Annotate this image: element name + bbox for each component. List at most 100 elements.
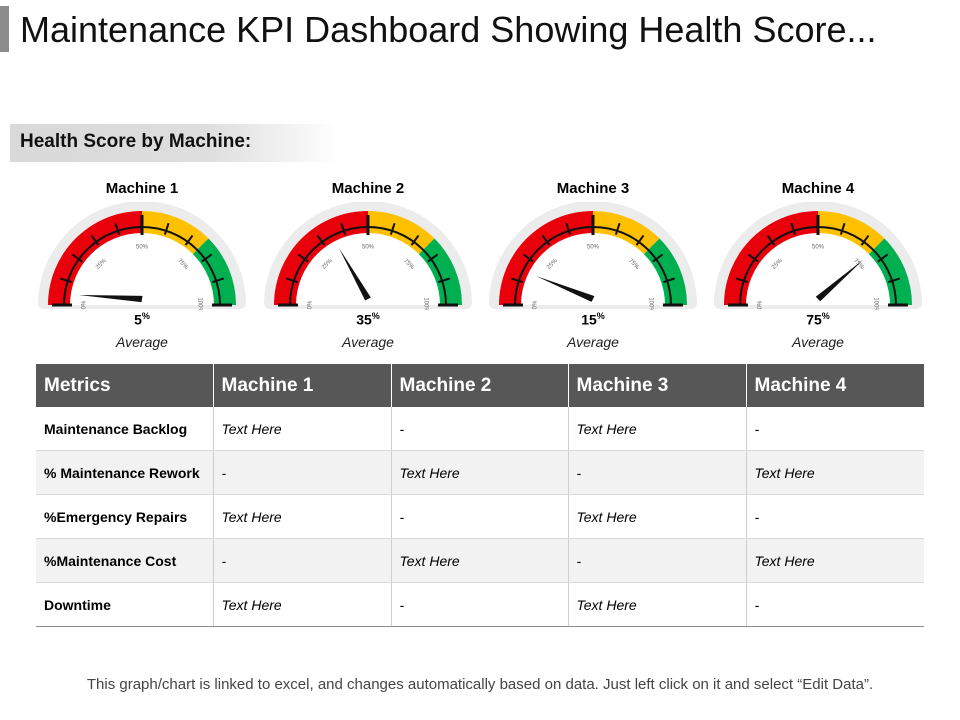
gauge-tick-label: 0% [308,300,314,309]
metric-name-cell: %Emergency Repairs [36,494,214,539]
gauge-tick-label: 100% [422,297,428,310]
gauge-label: Machine 4 [781,180,855,197]
gauge-tick [839,222,846,235]
table-header-row: Metrics Machine 1 Machine 2 Machine 3 Ma… [36,364,924,407]
table-row: Downtime Text Here - Text Here - [36,582,924,627]
gauge-caption: Average [342,334,394,350]
table-cell: Text Here [213,407,392,451]
gauge-tick [114,222,121,235]
section-header-band [10,124,340,162]
gauge-face [521,233,665,305]
gauge-value: 15% [581,311,605,328]
gauge-machine-4: Machine 4 0% 25% 50% 75% 100% 75% Average [712,176,924,356]
gauge-tick [316,234,326,246]
table-cell: Text Here [746,450,924,495]
metrics-table: Metrics Machine 1 Machine 2 Machine 3 Ma… [36,364,924,627]
gauge-tick [163,222,170,235]
gauge-tick [297,253,309,263]
metric-name-cell: % Maintenance Rework [36,450,214,495]
gauge-tick-label: 100% [872,297,878,310]
table-cell: Text Here [213,494,392,539]
gauge-tick [860,234,870,246]
table-cell: - [391,494,569,539]
gauge-tick [663,277,676,284]
column-header-machine-3: Machine 3 [568,364,747,407]
table-row: %Maintenance Cost - Text Here - Text Her… [36,538,924,583]
metric-name-cell: Maintenance Backlog [36,407,214,451]
gauge-tick [184,234,194,246]
column-header-machine-2: Machine 2 [391,364,569,407]
title-accent-bar [0,6,9,52]
gauge-dial: 0%25%50%75%100% [714,202,922,310]
gauge-tick [510,277,523,284]
footer-note: This graph/chart is linked to excel, and… [86,676,874,693]
table-cell: Text Here [568,582,747,627]
gauge-tick [747,253,759,263]
gauge-needle [815,259,864,302]
gauge-dial: 0%25%50%75%100% [264,202,472,310]
gauge-tick-label: 50% [812,245,825,251]
gauge-tick [735,277,748,284]
table-cell: Text Here [746,538,924,583]
gauge-tick [635,234,645,246]
gauge-value: 75% [806,311,830,328]
gauge-tick-label: 0% [533,300,539,309]
gauge-tick-label: 0% [82,300,88,309]
table-cell: Text Here [568,494,747,539]
metric-name-cell: %Maintenance Cost [36,538,214,583]
gauge-tick-label: 0% [758,300,764,309]
gauge-tick-label: 100% [196,297,202,310]
gauge-tick [565,222,572,235]
gauge-tick [438,277,451,284]
gauge-label: Machine 1 [105,180,179,197]
table-row: % Maintenance Rework - Text Here - Text … [36,450,924,495]
gauge-face [70,233,214,305]
table-cell: - [746,582,924,627]
gauge-value: 5% [134,311,150,328]
table-cell: - [746,494,924,539]
gauge-tick [766,234,776,246]
table-cell: - [568,538,747,583]
gauge-tick [790,222,797,235]
gauge-label: Machine 3 [556,180,630,197]
table-cell: - [568,450,747,495]
table-cell: Text Here [568,407,747,451]
gauge-face [296,233,440,305]
table-cell: - [746,407,924,451]
gauge-tick-label: 50% [362,245,375,251]
gauge-tick [614,222,621,235]
gauge-needle [535,275,595,302]
gauge-dial: 0%25%50%75%100% [489,202,697,310]
column-header-metrics: Metrics [36,364,214,407]
gauge-tick-label: 100% [647,297,653,310]
gauge-caption: Average [567,334,619,350]
gauge-tick [389,222,396,235]
section-title: Health Score by Machine: [20,131,252,152]
gauge-tick [410,234,420,246]
gauge-tick [212,277,225,284]
gauge-value: 35% [356,311,380,328]
gauge-tick-label: 50% [587,245,600,251]
gauge-tick [71,253,83,263]
gauge-caption: Average [116,334,168,350]
table-cell: - [213,450,392,495]
gauge-label: Machine 2 [331,180,405,197]
gauge-tick [59,277,72,284]
gauge-tick [90,234,100,246]
gauge-tick [877,253,889,263]
gauge-machine-2: Machine 2 0% 25% 50% 75% 100% 35% Average [262,176,474,356]
gauge-tick [888,277,901,284]
gauge-tick [652,253,664,263]
table-cell: - [391,407,569,451]
gauge-machine-3: Machine 3 0% 25% 50% 75% 100% 15% Average [487,176,699,356]
gauge-needle [338,247,371,301]
gauge-tick [427,253,439,263]
gauge-needle [78,294,143,303]
gauge-tick-label: 50% [136,245,149,251]
gauge-tick [201,253,213,263]
gauge-tick [541,234,551,246]
gauge-machine-1: Machine 1 0% 25% 50% 75% 100% 5% Average [36,176,248,356]
gauge-caption: Average [792,334,844,350]
table-cell: - [213,538,392,583]
table-cell: - [391,582,569,627]
